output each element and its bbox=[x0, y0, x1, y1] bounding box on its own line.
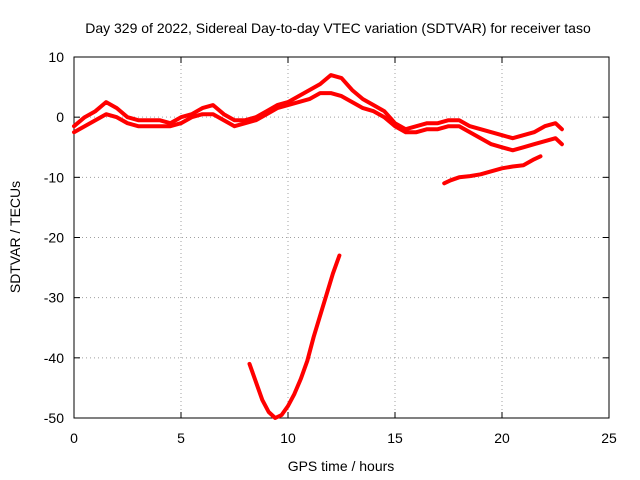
grid-lines bbox=[74, 57, 609, 418]
x-tick-label: 5 bbox=[177, 430, 185, 446]
tick-labels: 0 5 10 15 20 25 -50 -40 -30 -20 -10 0 10 bbox=[44, 49, 617, 446]
chart-title: Day 329 of 2022, Sidereal Day-to-day VTE… bbox=[85, 20, 591, 36]
y-axis-label: SDTVAR / TECUs bbox=[7, 181, 23, 293]
y-tick-label: 0 bbox=[56, 109, 64, 125]
series-line-main-band-lower bbox=[72, 91, 564, 153]
x-tick-label: 10 bbox=[280, 430, 296, 446]
plot-frame bbox=[73, 56, 610, 419]
series-group bbox=[72, 73, 564, 420]
y-tick-label: -50 bbox=[44, 410, 64, 426]
y-tick-label: 10 bbox=[48, 49, 64, 65]
x-axis-label: GPS time / hours bbox=[288, 458, 395, 474]
x-tick-label: 15 bbox=[387, 430, 403, 446]
y-tick-label: -20 bbox=[44, 230, 64, 246]
x-tick-label: 0 bbox=[70, 430, 78, 446]
series-line-late-arc bbox=[442, 154, 543, 186]
y-tick-label: -40 bbox=[44, 350, 64, 366]
x-tick-label: 25 bbox=[601, 430, 617, 446]
x-tick-label: 20 bbox=[494, 430, 510, 446]
y-tick-label: -30 bbox=[44, 290, 64, 306]
series-line-short-arc-drop bbox=[247, 253, 342, 420]
y-tick-label: -10 bbox=[44, 169, 64, 185]
series-line-main-band-upper bbox=[72, 73, 564, 141]
